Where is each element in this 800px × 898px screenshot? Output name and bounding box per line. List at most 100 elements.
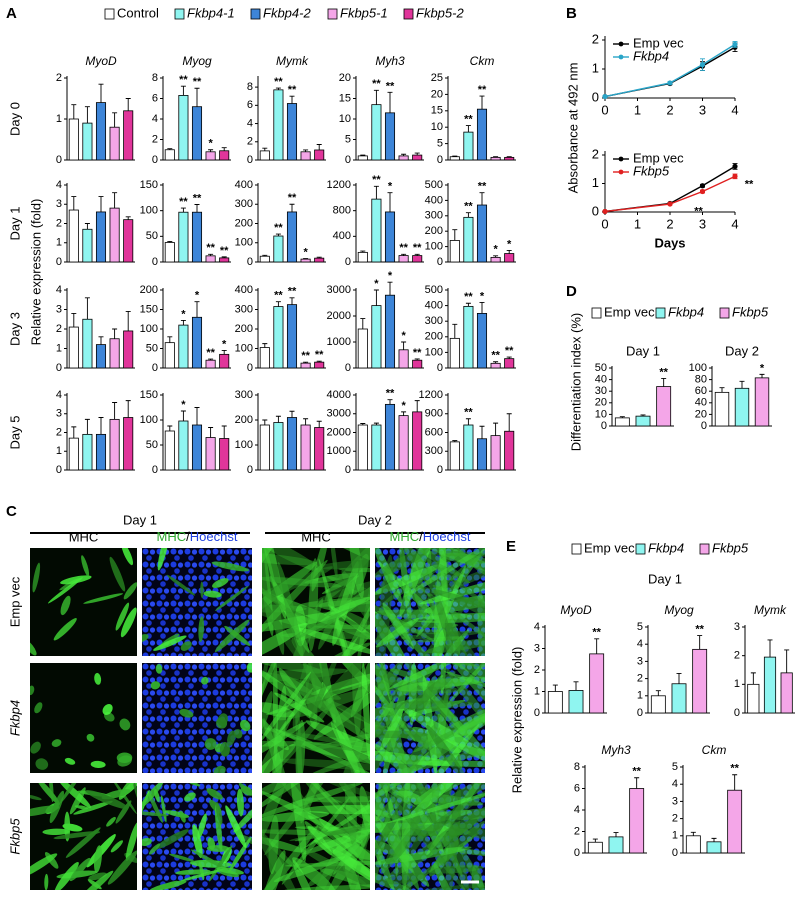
y-tick-label: 2 [672, 813, 678, 825]
significance: ** [372, 78, 381, 90]
error-bar [167, 425, 173, 431]
bar [300, 424, 311, 471]
bar [205, 437, 216, 471]
y-tick-label: 2 [592, 31, 599, 46]
myotube [30, 685, 35, 696]
significance: * [181, 399, 186, 411]
y-tick-label: 0 [592, 203, 599, 218]
bar [476, 204, 488, 263]
bar [273, 422, 284, 471]
channel-part: MHC [390, 529, 420, 544]
y-tick-label: 0 [592, 89, 599, 104]
y-tick-label: 0 [437, 362, 443, 374]
bar [219, 353, 230, 369]
legend-swatch [571, 543, 582, 555]
error-bar [465, 302, 471, 307]
y-tick-label: 0 [637, 707, 643, 719]
bar [357, 251, 368, 263]
myotube [336, 614, 370, 656]
bar [747, 683, 760, 714]
myotube [438, 820, 485, 848]
bar [357, 155, 368, 161]
bar [82, 122, 93, 161]
error-bar [275, 415, 281, 423]
channel-label: MHC [69, 529, 99, 544]
myotube [331, 701, 369, 723]
significance: ** [491, 350, 500, 362]
error-bar [303, 361, 309, 364]
axis-title: Absorbance at 492 nm [565, 63, 580, 194]
myotube [57, 783, 92, 809]
bar [300, 151, 311, 161]
myotube [246, 663, 252, 673]
y-tick-label: 4 [152, 113, 158, 125]
significance: * [388, 270, 393, 282]
myotube [36, 783, 61, 805]
channel-label: MHC [301, 529, 331, 544]
legend-label: Fkbp5-1 [340, 5, 388, 20]
error-bar [613, 832, 619, 837]
y-tick-label: 4 [534, 621, 540, 633]
bar [219, 150, 230, 161]
error-bar [71, 104, 77, 119]
significance: * [208, 138, 213, 150]
error-bar [697, 635, 703, 650]
significance: ** [745, 178, 754, 190]
y-tick-label: 4000 [327, 389, 351, 401]
bar [656, 386, 672, 427]
myotube [69, 787, 86, 815]
micrograph [30, 663, 137, 773]
bar [273, 306, 284, 369]
myotube [262, 591, 304, 656]
myotube [65, 827, 101, 858]
y-tick-label: 0 [247, 464, 253, 476]
significance: ** [301, 350, 310, 362]
myotube [102, 703, 113, 716]
significance: ** [288, 84, 297, 96]
myotube [206, 845, 230, 852]
y-tick-label: 1 [592, 175, 599, 190]
myotube [382, 700, 473, 710]
error-bar [739, 380, 745, 389]
myotube [315, 559, 370, 570]
axis-title: Day 0 [7, 102, 22, 136]
y-tick-label: 4 [56, 284, 62, 296]
myotube [272, 700, 335, 773]
myotube [443, 663, 485, 722]
myotube [431, 783, 485, 813]
significance: ** [592, 627, 601, 639]
bar [650, 695, 666, 714]
error-bar [506, 250, 512, 254]
error-bar [661, 377, 667, 387]
y-tick-label: 0 [152, 256, 158, 268]
bar [589, 653, 605, 714]
bar [68, 326, 79, 369]
x-tick-label: 3 [699, 102, 706, 117]
x-tick-label: 4 [731, 102, 738, 117]
series-line [604, 46, 736, 98]
bar [714, 391, 730, 427]
error-bar [619, 416, 625, 418]
myotube [115, 602, 130, 631]
myotube [73, 800, 113, 815]
legend-swatch [655, 307, 666, 319]
myotube [380, 703, 405, 751]
myotube [431, 663, 485, 670]
bar [68, 118, 79, 161]
myotube [240, 719, 251, 732]
myotube [30, 741, 41, 754]
bar [371, 198, 382, 263]
y-tick-label: 100 [689, 362, 707, 374]
significance: ** [478, 181, 487, 193]
bar [178, 324, 189, 369]
bar [109, 207, 120, 263]
bar [219, 257, 230, 263]
error-bar [125, 98, 131, 111]
error-bar [387, 399, 393, 405]
myotube [192, 824, 203, 859]
y-tick-label: 4 [56, 389, 62, 401]
significance: ** [288, 286, 297, 298]
legend-swatch [403, 8, 414, 20]
myotube [153, 635, 187, 651]
